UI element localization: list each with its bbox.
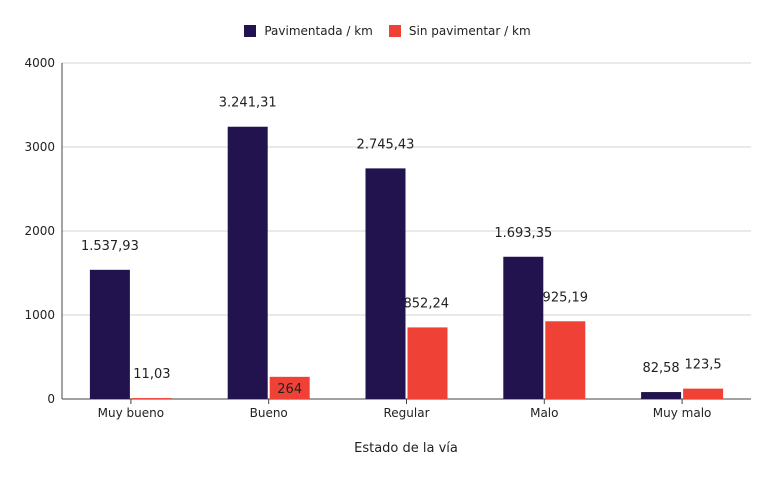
- data-label-sin-pavimentar: 264: [277, 382, 302, 397]
- bar-sin-pavimentar: [683, 388, 724, 399]
- data-label-pavimentada: 2.745,43: [357, 137, 415, 152]
- data-label-sin-pavimentar: 852,24: [404, 296, 450, 311]
- bar-sin-pavimentar: [407, 327, 448, 399]
- axes: 0 1000 2000 3000 4000 Muy bueno Bueno Regular Ma…: [24, 56, 751, 420]
- legend-swatch-pavimentada: [244, 25, 257, 37]
- bar-pavimentada: [641, 392, 682, 399]
- bar-sin-pavimentar: [131, 398, 172, 400]
- data-label-sin-pavimentar: 925,19: [543, 290, 589, 305]
- legend: Pavimentada / km Sin pavimentar / km: [0, 24, 775, 38]
- bar-pavimentada: [365, 168, 406, 399]
- y-tick-label: 0: [47, 392, 55, 406]
- data-label-pavimentada: 1.693,35: [494, 226, 552, 241]
- x-tick-label: Malo: [530, 406, 558, 420]
- data-label-pavimentada: 3.241,31: [219, 96, 277, 111]
- legend-item-pavimentada[interactable]: Pavimentada / km: [244, 24, 373, 38]
- legend-label-sin-pavimentar: Sin pavimentar / km: [408, 24, 531, 38]
- legend-label-pavimentada: Pavimentada / km: [264, 24, 373, 38]
- bar-pavimentada: [503, 256, 544, 399]
- y-tick-label: 4000: [24, 56, 55, 70]
- bar-pavimentada: [227, 126, 268, 400]
- data-label-sin-pavimentar: 123,5: [684, 358, 721, 373]
- data-label-pavimentada: 1.537,93: [81, 239, 139, 254]
- legend-swatch-sin-pavimentar: [388, 25, 401, 37]
- x-tick-label: Muy bueno: [98, 406, 164, 420]
- y-tick-label: 2000: [24, 224, 55, 238]
- y-tick-label: 3000: [24, 140, 55, 154]
- x-tick-label: Regular: [383, 406, 429, 420]
- bar-sin-pavimentar: [269, 376, 310, 399]
- bar-sin-pavimentar: [545, 321, 586, 399]
- bar-pavimentada: [89, 269, 130, 399]
- data-labels: 1.537,93 11,03 3.241,31 264 2.745,43 852,24 1.…: [81, 96, 722, 397]
- x-axis-label: Estado de la vía: [354, 441, 458, 456]
- x-tick-label: Muy malo: [653, 406, 712, 420]
- data-label-sin-pavimentar: 11,03: [133, 367, 170, 382]
- grid-lines: [62, 62, 751, 316]
- x-tick-label: Bueno: [250, 406, 288, 420]
- bars: [89, 126, 724, 400]
- data-label-pavimentada: 82,58: [642, 361, 679, 376]
- legend-item-sin-pavimentar[interactable]: Sin pavimentar / km: [388, 24, 531, 38]
- y-tick-label: 1000: [24, 308, 55, 322]
